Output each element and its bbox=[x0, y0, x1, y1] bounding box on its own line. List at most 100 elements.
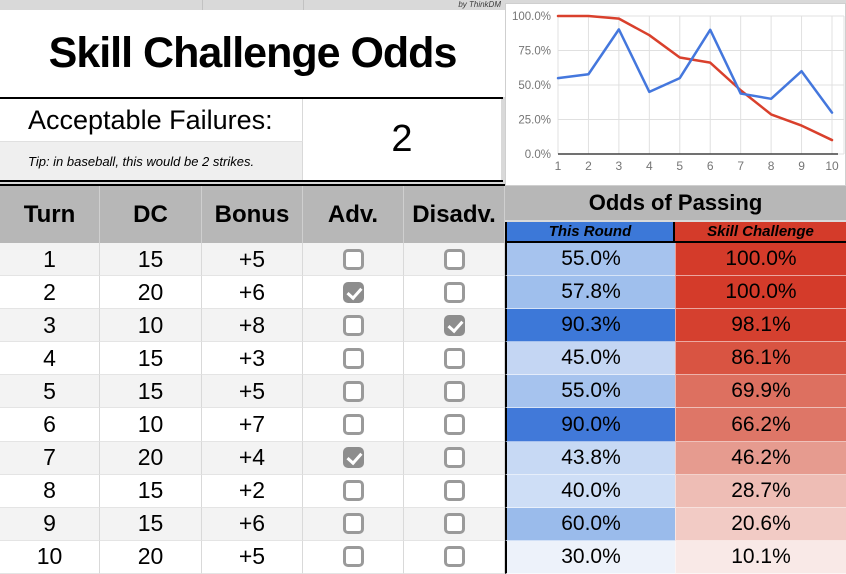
challenge-odds-cell: 10.1% bbox=[675, 540, 846, 574]
adv-checkbox[interactable] bbox=[342, 480, 364, 502]
svg-text:1: 1 bbox=[555, 159, 562, 173]
challenge-odds-cell: 100.0% bbox=[675, 276, 846, 310]
table-row: 4 15 +3 45.0% 86.1% bbox=[0, 342, 846, 376]
disadv-cell bbox=[404, 507, 505, 541]
disadv-checkbox[interactable] bbox=[443, 347, 465, 369]
challenge-odds-cell: 66.2% bbox=[675, 408, 846, 442]
disadv-checkbox[interactable] bbox=[443, 281, 465, 303]
acceptable-failures-input[interactable]: 2 bbox=[303, 99, 502, 180]
turn-cell: 9 bbox=[0, 507, 100, 541]
table-body: 1 15 +5 55.0% 100.0% 2 20 +6 57.8% 100.0… bbox=[0, 243, 846, 574]
disadv-cell bbox=[404, 441, 505, 475]
disadv-cell bbox=[404, 243, 505, 277]
turn-cell: 6 bbox=[0, 408, 100, 442]
disadv-checkbox[interactable] bbox=[443, 248, 465, 270]
dc-cell[interactable]: 10 bbox=[100, 309, 202, 343]
dc-cell[interactable]: 15 bbox=[100, 375, 202, 409]
bonus-cell[interactable]: +6 bbox=[202, 276, 303, 310]
dc-cell[interactable]: 15 bbox=[100, 474, 202, 508]
disadv-checkbox[interactable] bbox=[443, 546, 465, 568]
adv-checkbox[interactable] bbox=[342, 281, 364, 303]
adv-checkbox[interactable] bbox=[342, 347, 364, 369]
adv-cell bbox=[303, 474, 404, 508]
adv-cell bbox=[303, 309, 404, 343]
bonus-cell[interactable]: +2 bbox=[202, 474, 303, 508]
table-row: 6 10 +7 90.0% 66.2% bbox=[0, 408, 846, 442]
disadv-cell bbox=[404, 375, 505, 409]
dc-cell[interactable]: 20 bbox=[100, 441, 202, 475]
header-turn: Turn bbox=[0, 186, 100, 243]
adv-cell bbox=[303, 375, 404, 409]
disadv-checkbox[interactable] bbox=[443, 480, 465, 502]
disadv-checkbox[interactable] bbox=[443, 447, 465, 469]
credit-text: by ThinkDM bbox=[458, 0, 501, 9]
bonus-cell[interactable]: +5 bbox=[202, 375, 303, 409]
svg-text:8: 8 bbox=[768, 159, 775, 173]
chart-canvas: 0.0% 25.0% 50.0% 75.0% 100.0% 1 2 3 4 5 6 7 8 9 10 bbox=[512, 11, 845, 173]
table-header-row: Turn DC Bonus Adv. Disadv. bbox=[0, 186, 505, 243]
round-odds-cell: 55.0% bbox=[505, 243, 675, 277]
svg-text:10: 10 bbox=[825, 159, 839, 173]
dc-cell[interactable]: 10 bbox=[100, 408, 202, 442]
adv-checkbox[interactable] bbox=[342, 447, 364, 469]
table-row: 9 15 +6 60.0% 20.6% bbox=[0, 507, 846, 541]
dc-cell[interactable]: 20 bbox=[100, 276, 202, 310]
dc-cell[interactable]: 15 bbox=[100, 507, 202, 541]
adv-checkbox[interactable] bbox=[342, 380, 364, 402]
challenge-odds-cell: 46.2% bbox=[675, 441, 846, 475]
disadv-checkbox[interactable] bbox=[443, 414, 465, 436]
dc-cell[interactable]: 15 bbox=[100, 243, 202, 277]
column-divider bbox=[303, 0, 304, 10]
adv-cell bbox=[303, 540, 404, 574]
bonus-cell[interactable]: +7 bbox=[202, 408, 303, 442]
round-odds-cell: 55.0% bbox=[505, 375, 675, 409]
svg-text:4: 4 bbox=[646, 159, 653, 173]
challenge-odds-cell: 86.1% bbox=[675, 342, 846, 376]
acceptable-failures-tip: Tip: in baseball, this would be 2 strike… bbox=[0, 141, 303, 180]
disadv-cell bbox=[404, 309, 505, 343]
table-row: 2 20 +6 57.8% 100.0% bbox=[0, 276, 846, 310]
column-divider bbox=[202, 0, 203, 10]
header-adv: Adv. bbox=[303, 186, 404, 243]
challenge-odds-cell: 20.6% bbox=[675, 507, 846, 541]
round-odds-cell: 57.8% bbox=[505, 276, 675, 310]
adv-cell bbox=[303, 408, 404, 442]
challenge-odds-cell: 69.9% bbox=[675, 375, 846, 409]
table-row: 10 20 +5 30.0% 10.1% bbox=[0, 540, 846, 574]
adv-checkbox[interactable] bbox=[342, 513, 364, 535]
svg-text:100.0%: 100.0% bbox=[512, 11, 551, 23]
disadv-checkbox[interactable] bbox=[443, 513, 465, 535]
adv-cell bbox=[303, 276, 404, 310]
challenge-odds-cell: 28.7% bbox=[675, 474, 846, 508]
bonus-cell[interactable]: +5 bbox=[202, 540, 303, 574]
adv-checkbox[interactable] bbox=[342, 414, 364, 436]
challenge-odds-cell: 98.1% bbox=[675, 309, 846, 343]
adv-checkbox[interactable] bbox=[342, 248, 364, 270]
disadv-checkbox[interactable] bbox=[443, 314, 465, 336]
disadv-checkbox[interactable] bbox=[443, 380, 465, 402]
adv-checkbox[interactable] bbox=[342, 546, 364, 568]
dc-cell[interactable]: 20 bbox=[100, 540, 202, 574]
top-strip: by ThinkDM bbox=[0, 0, 505, 10]
header-disadv: Disadv. bbox=[404, 186, 505, 243]
turn-cell: 3 bbox=[0, 309, 100, 343]
odds-of-passing-header: Odds of Passing bbox=[505, 186, 846, 220]
adv-checkbox[interactable] bbox=[342, 314, 364, 336]
challenge-odds-cell: 100.0% bbox=[675, 243, 846, 277]
disadv-cell bbox=[404, 540, 505, 574]
divider bbox=[0, 180, 503, 182]
disadv-cell bbox=[404, 408, 505, 442]
table-row: 3 10 +8 90.3% 98.1% bbox=[0, 309, 846, 343]
header-bonus: Bonus bbox=[202, 186, 303, 243]
bonus-cell[interactable]: +8 bbox=[202, 309, 303, 343]
round-odds-cell: 90.0% bbox=[505, 408, 675, 442]
title-block: Skill Challenge Odds bbox=[0, 10, 505, 97]
bonus-cell[interactable]: +5 bbox=[202, 243, 303, 277]
bonus-cell[interactable]: +4 bbox=[202, 441, 303, 475]
dc-cell[interactable]: 15 bbox=[100, 342, 202, 376]
bonus-cell[interactable]: +6 bbox=[202, 507, 303, 541]
page-title: Skill Challenge Odds bbox=[48, 29, 458, 77]
round-odds-cell: 40.0% bbox=[505, 474, 675, 508]
bonus-cell[interactable]: +3 bbox=[202, 342, 303, 376]
turn-cell: 7 bbox=[0, 441, 100, 475]
